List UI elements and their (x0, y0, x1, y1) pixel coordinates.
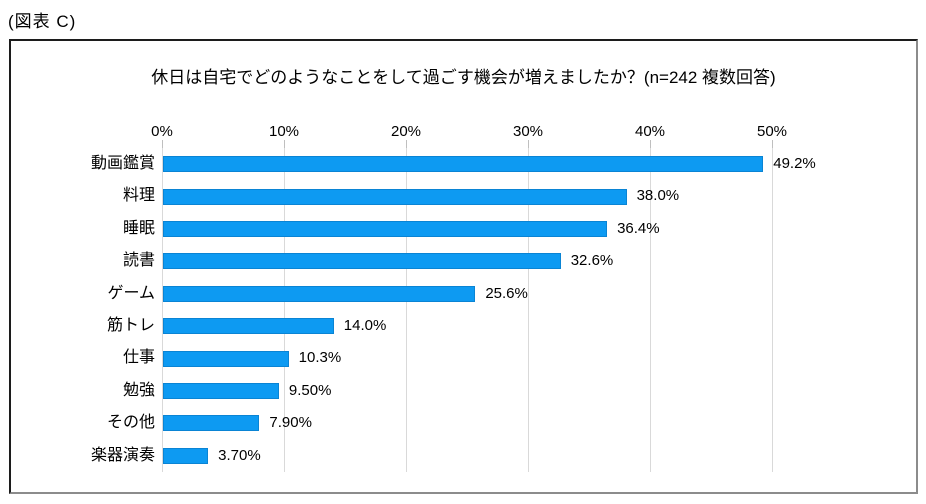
category-label: 料理 (122, 187, 155, 205)
figure-label: (図表 C) (8, 12, 77, 31)
x-axis-tick-label: 0% (151, 123, 173, 140)
value-label: 38.0% (636, 187, 680, 205)
bar (163, 188, 627, 205)
chart-container: 休日は自宅でどのようなことをして過ごす機会が増えましたか？(n=242 複数回答… (9, 39, 918, 494)
category-label: 仕事 (122, 349, 155, 367)
value-label: 9.50% (288, 381, 332, 399)
x-axis-tick-mark (772, 140, 773, 148)
category-label: 動画鑑賞 (90, 155, 155, 172)
x-axis-tick-mark (528, 140, 529, 148)
category-label: 楽器演奏 (90, 446, 155, 464)
bar (163, 221, 608, 237)
chart-title: 休日は自宅でどのようなことをして過ごす機会が増えましたか？(n=242 複数回答… (151, 68, 776, 87)
chart-plot-wrapper: 休日は自宅でどのようなことをして過ごす機会が増えましたか？(n=242 複数回答… (11, 41, 916, 492)
bar (163, 253, 561, 270)
vertical-gridline (406, 148, 407, 472)
x-axis-tick-mark (406, 140, 407, 148)
x-axis-tick-label: 30% (512, 123, 544, 140)
x-axis-tick-label: 50% (756, 123, 788, 140)
x-axis-tick-label: 10% (268, 123, 300, 140)
x-axis-tick-label: 20% (390, 123, 422, 140)
x-axis-tick-mark (284, 140, 285, 148)
bar (163, 350, 289, 367)
value-label: 14.0% (343, 317, 387, 334)
vertical-gridline (528, 148, 529, 472)
x-axis-tick-mark (162, 140, 163, 148)
value-label: 32.6% (570, 252, 614, 270)
bar (163, 156, 764, 173)
bar (163, 318, 334, 335)
category-label: 睡眠 (122, 219, 155, 237)
bar (163, 383, 279, 399)
value-label: 3.70% (218, 446, 261, 464)
vertical-gridline (284, 148, 285, 472)
value-label: 10.3% (298, 349, 342, 367)
bar (163, 447, 209, 464)
x-axis-tick-label: 40% (634, 123, 666, 140)
category-label: その他 (106, 414, 155, 432)
value-label: 49.2% (773, 155, 816, 172)
vertical-gridline (772, 148, 773, 472)
value-label: 7.90% (269, 414, 312, 432)
category-label: 筋トレ (106, 317, 155, 334)
value-label: 36.4% (617, 219, 660, 237)
bar (163, 285, 476, 302)
bar (163, 415, 260, 432)
vertical-gridline (650, 148, 651, 472)
category-label: 読書 (122, 252, 155, 270)
x-axis-tick-mark (650, 140, 651, 148)
vertical-gridline (162, 148, 163, 472)
category-label: 勉強 (122, 381, 155, 399)
value-label: 25.6% (485, 284, 528, 302)
category-label: ゲーム (107, 284, 155, 302)
